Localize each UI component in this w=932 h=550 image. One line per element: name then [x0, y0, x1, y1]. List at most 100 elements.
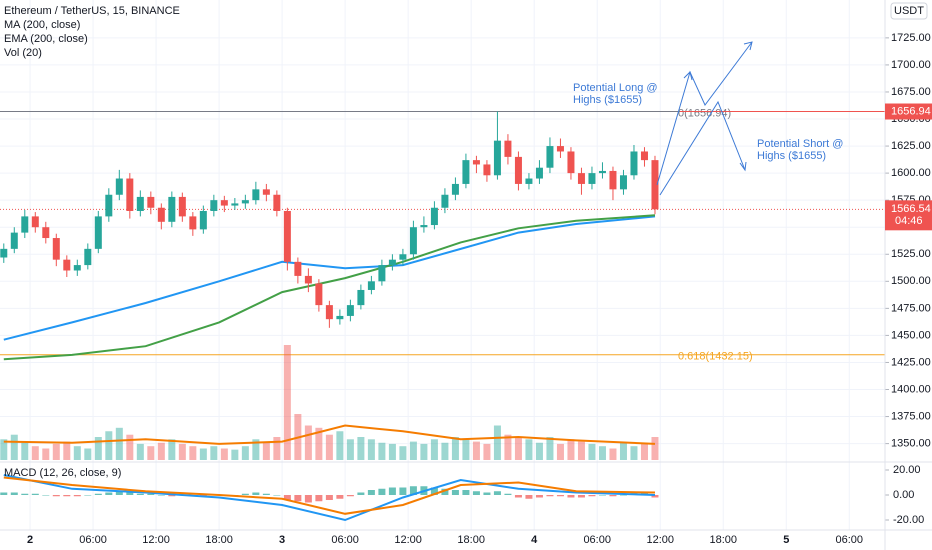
- candle-body: [336, 315, 344, 320]
- candle-body: [619, 175, 627, 190]
- volume-bar: [147, 446, 155, 460]
- x-tick-label: 12:00: [142, 534, 170, 546]
- macd-bar: [63, 495, 71, 497]
- macd-bar: [262, 493, 270, 495]
- indicator-line: [3, 214, 656, 361]
- candle-body: [115, 178, 123, 195]
- volume-bar: [588, 443, 596, 460]
- legend-vol: Vol (20): [4, 47, 42, 59]
- y-tick-label: 1425.00: [891, 356, 931, 368]
- candle-body: [378, 265, 386, 282]
- volume-bar: [42, 448, 50, 460]
- macd-bar: [525, 495, 533, 499]
- y-tick-label: 1525.00: [891, 248, 931, 260]
- volume-bar: [52, 443, 60, 460]
- volume-bar: [21, 442, 29, 460]
- candle-body: [409, 227, 417, 255]
- volume-bar: [346, 439, 354, 460]
- candle-body: [556, 146, 564, 152]
- macd-bar: [546, 495, 554, 497]
- volume-bar: [126, 434, 134, 460]
- arrow-head: [739, 161, 747, 172]
- candle-body: [399, 254, 407, 260]
- candle-body: [588, 173, 596, 184]
- macd-bar: [588, 495, 596, 497]
- volume-bar: [556, 443, 564, 460]
- candle-body: [493, 140, 501, 176]
- indicator-lines: [3, 214, 656, 361]
- volume-bar: [483, 443, 491, 460]
- candle-body: [472, 160, 480, 165]
- volume-bar: [210, 446, 218, 460]
- volume-bar: [105, 431, 113, 460]
- candle-body: [346, 305, 354, 316]
- candle-body: [42, 227, 50, 239]
- legend-ema: EMA (200, close): [4, 33, 88, 45]
- currency[interactable]: USDT: [894, 5, 924, 17]
- macd-bar: [346, 495, 354, 497]
- indicator-line: [3, 215, 656, 341]
- candle-body: [147, 196, 155, 208]
- macd-bar: [483, 492, 491, 495]
- volume-bar: [94, 437, 102, 460]
- macd-line: [3, 474, 656, 522]
- volume-bar: [577, 441, 585, 460]
- candle-body: [0, 248, 8, 258]
- x-tick-label: 06:00: [331, 534, 359, 546]
- macd-bar: [567, 495, 575, 498]
- candle-body: [504, 140, 512, 157]
- macd-bar: [409, 486, 417, 495]
- volume-bar: [630, 446, 638, 460]
- macd-tick-label: 20.00: [893, 464, 921, 476]
- arrow-head: [743, 41, 753, 51]
- candle-body: [210, 200, 218, 211]
- candle-body: [357, 289, 365, 306]
- candle-body: [10, 232, 18, 249]
- macd-bar: [283, 495, 291, 500]
- annotation: Highs ($1655): [757, 150, 826, 162]
- candle-body: [241, 200, 249, 204]
- high-label: 1656.94: [891, 105, 931, 117]
- candle-body: [630, 151, 638, 176]
- candle-body: [126, 178, 134, 211]
- volume: [0, 345, 659, 460]
- candle-body: [483, 164, 491, 176]
- macd-bar: [294, 495, 302, 502]
- macd: [0, 474, 659, 522]
- volume-bar: [609, 448, 617, 460]
- y-tick-label: 1350.00: [891, 438, 931, 450]
- volume-bar: [157, 442, 165, 460]
- arrows: [656, 41, 753, 196]
- candle-body: [609, 170, 617, 190]
- x-tick-label: 2: [27, 534, 33, 546]
- volume-bar: [420, 443, 428, 460]
- y-tick-label: 1725.00: [891, 32, 931, 44]
- candle-body: [220, 200, 228, 206]
- macd-bar: [241, 493, 249, 495]
- volume-bar: [241, 446, 249, 460]
- arrow-head: [683, 71, 693, 81]
- macd-tick-label: 0.00: [893, 489, 914, 501]
- macd-bar: [451, 490, 459, 495]
- candle-body: [136, 196, 144, 211]
- candle-body: [441, 194, 449, 208]
- macd-tick-label: -20.00: [893, 514, 924, 526]
- candle-body: [231, 203, 239, 206]
- candle-body: [325, 305, 333, 320]
- candle-body: [262, 189, 270, 195]
- short-arrow: [659, 100, 746, 196]
- macd-bar: [556, 495, 564, 497]
- annotation: Potential Long @: [573, 82, 658, 94]
- macd-bar: [147, 493, 155, 495]
- candle-body: [430, 207, 438, 226]
- macd-bar: [21, 493, 29, 495]
- annotation: Highs ($1655): [573, 94, 642, 106]
- volume-bar: [514, 437, 522, 460]
- currency-box[interactable]: [890, 2, 928, 20]
- volume-bar: [462, 439, 470, 460]
- candle-body: [199, 210, 207, 230]
- macd-bar: [126, 492, 134, 495]
- volume-bar: [336, 431, 344, 460]
- y-tick-label: 1500.00: [891, 275, 931, 287]
